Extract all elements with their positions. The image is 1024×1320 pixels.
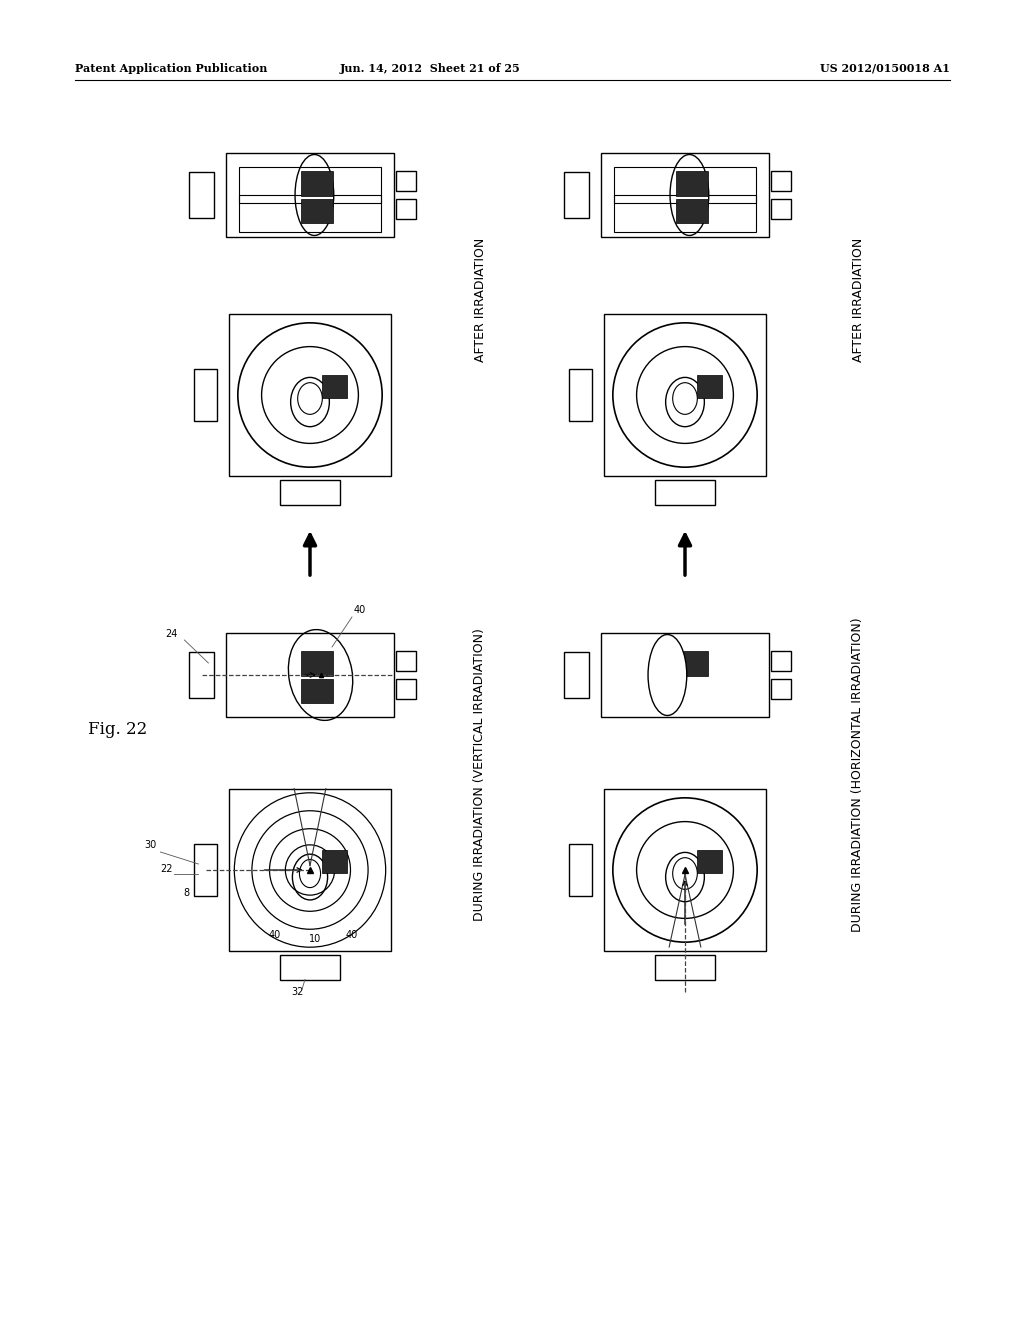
Bar <box>323 850 347 873</box>
Bar <box>569 845 592 895</box>
Bar <box>281 954 340 979</box>
Bar <box>564 652 589 698</box>
Bar <box>564 172 589 218</box>
Bar <box>396 172 416 190</box>
Text: 32: 32 <box>292 987 304 998</box>
Text: Jun. 14, 2012  Sheet 21 of 25: Jun. 14, 2012 Sheet 21 of 25 <box>340 62 520 74</box>
Text: 8: 8 <box>183 888 189 898</box>
Text: AFTER IRRADIATION: AFTER IRRADIATION <box>852 238 864 362</box>
Bar <box>676 172 708 195</box>
Bar <box>569 370 592 421</box>
Bar <box>228 788 391 952</box>
Bar <box>228 314 391 477</box>
Text: AFTER IRRADIATION: AFTER IRRADIATION <box>473 238 486 362</box>
Bar <box>655 480 715 504</box>
Bar <box>239 166 381 203</box>
Bar <box>195 370 217 421</box>
Text: 22: 22 <box>160 865 173 874</box>
Text: 30: 30 <box>144 840 157 850</box>
Bar <box>301 678 333 704</box>
Text: 10: 10 <box>309 935 322 944</box>
Bar <box>301 198 333 223</box>
Text: 40: 40 <box>269 931 282 940</box>
Bar <box>676 651 708 676</box>
Bar <box>614 195 756 232</box>
Bar <box>396 199 416 219</box>
Bar <box>601 153 769 236</box>
Bar <box>301 651 333 676</box>
Bar <box>195 845 217 895</box>
Text: DURING IRRADIATION (HORIZONTAL IRRADIATION): DURING IRRADIATION (HORIZONTAL IRRADIATI… <box>852 618 864 932</box>
Bar <box>603 314 766 477</box>
Bar <box>771 172 791 190</box>
Bar <box>676 198 708 223</box>
Text: US 2012/0150018 A1: US 2012/0150018 A1 <box>820 62 950 74</box>
Bar <box>771 680 791 698</box>
Bar <box>614 166 756 203</box>
Bar <box>301 172 333 195</box>
Bar <box>396 680 416 698</box>
Bar <box>697 375 722 397</box>
Bar <box>189 652 214 698</box>
Bar <box>189 172 214 218</box>
Bar <box>239 195 381 232</box>
Bar <box>226 634 393 717</box>
Text: 40: 40 <box>354 605 367 615</box>
Text: DURING IRRADIATION (VERTICAL IRRADIATION): DURING IRRADIATION (VERTICAL IRRADIATION… <box>473 628 486 921</box>
Bar <box>601 634 769 717</box>
Ellipse shape <box>648 635 687 715</box>
Text: 40: 40 <box>346 931 358 940</box>
Bar <box>323 375 347 397</box>
Bar <box>771 651 791 671</box>
Bar <box>771 199 791 219</box>
Bar <box>281 480 340 504</box>
Text: Fig. 22: Fig. 22 <box>88 722 147 738</box>
Text: 24: 24 <box>165 630 177 639</box>
Bar <box>226 153 393 236</box>
Bar <box>655 954 715 979</box>
Bar <box>603 788 766 952</box>
Bar <box>396 651 416 671</box>
Text: Patent Application Publication: Patent Application Publication <box>75 62 267 74</box>
Bar <box>697 850 722 873</box>
